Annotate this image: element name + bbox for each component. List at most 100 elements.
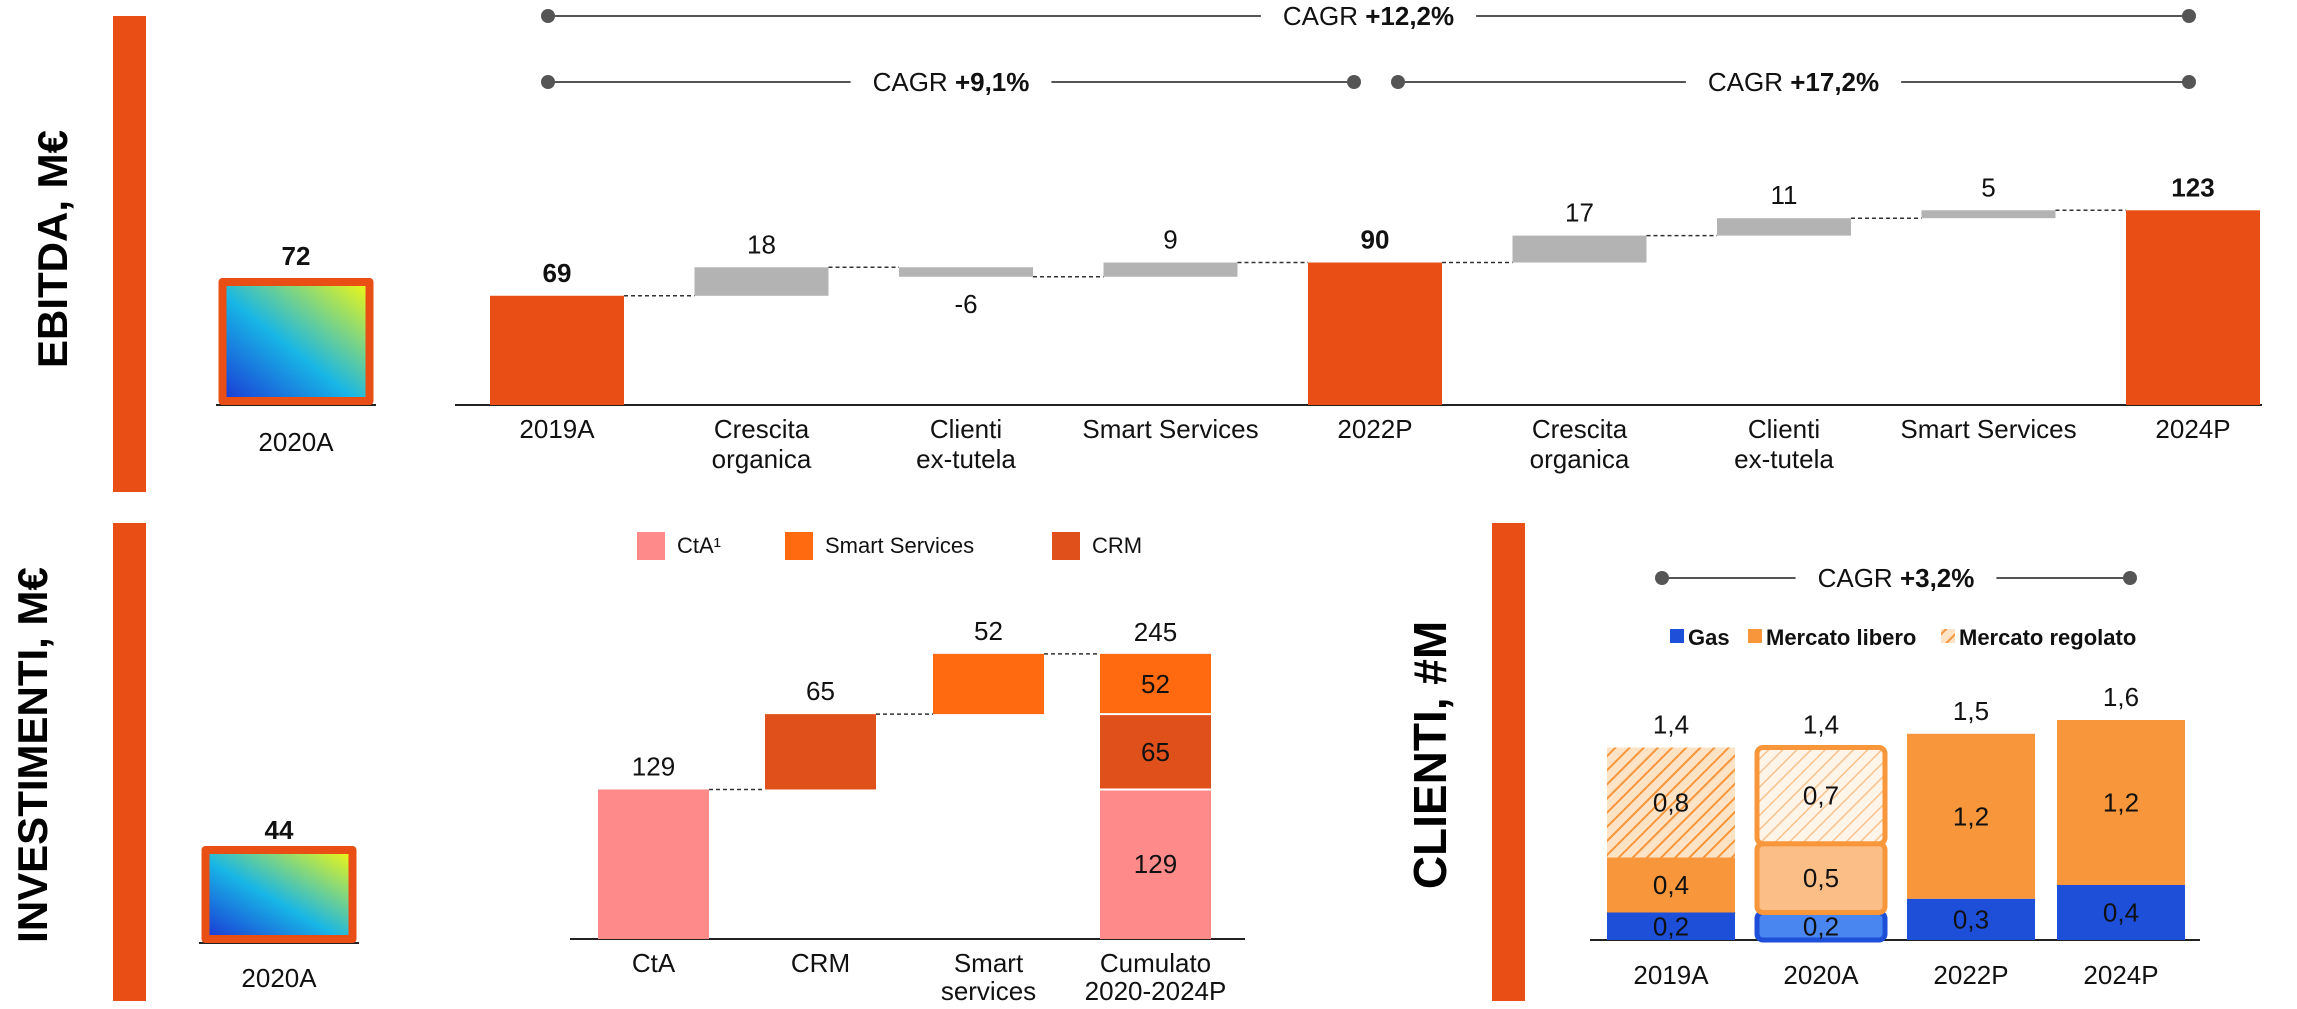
value-label: 9 (1163, 225, 1177, 255)
legend-label: CRM (1092, 533, 1142, 558)
category-label: Crescita organica (712, 414, 812, 474)
delta-bar-3 (1103, 262, 1238, 277)
legend-swatch-1 (785, 532, 813, 560)
legend-label: Smart Services (825, 533, 974, 558)
investimenti-accent-bar (113, 523, 146, 1001)
category-label: 2019A (1633, 960, 1709, 990)
total-label: 1,4 (1803, 710, 1839, 740)
investimenti-waterfall-chart: 129 65 52 129 65 52 245 CtA CRM Smart services Cumu… (570, 532, 1245, 1006)
segment-label: 1,2 (1953, 801, 1989, 831)
category-label: Clienti ex-tutela (1734, 414, 1834, 474)
segment-label: 0,4 (1653, 870, 1689, 900)
delta-bar-7 (1921, 210, 2056, 219)
segment-label: 0,2 (1653, 911, 1689, 941)
legend-swatch-1 (1748, 629, 1762, 643)
ebitda-title: EBITDA, M€ (29, 130, 76, 368)
segment-gas (2057, 885, 2185, 940)
total-label: 1,4 (1653, 710, 1689, 740)
category-label: 2024P (2155, 414, 2230, 444)
segment-label: 0,4 (2103, 898, 2139, 928)
legend-swatch-0 (637, 532, 665, 560)
segment-gas (1607, 912, 1735, 940)
legend-label: CtA¹ (677, 533, 721, 558)
segment-label: 0,5 (1803, 863, 1839, 893)
cagr-2022-2024-label: CAGR +17,2% (1708, 67, 1879, 97)
segment-label: 65 (1141, 737, 1170, 767)
category-label: 2022P (1337, 414, 1412, 444)
category-label: Smart services (941, 948, 1036, 1006)
value-label: 245 (1134, 617, 1177, 647)
value-label: -6 (954, 289, 977, 319)
value-label: 11 (1771, 180, 1798, 210)
delta-bar-5 (1512, 235, 1647, 263)
investimenti-title: INVESTIMENTI, M€ (9, 567, 56, 943)
segment-mercato-libero (1907, 733, 2035, 899)
gradient-square-icon (209, 854, 349, 935)
investimenti-2020-chart: 44 2020A (199, 815, 359, 993)
segment-mercato-libero (1607, 857, 1735, 913)
total-bar-8 (2126, 210, 2260, 405)
segment-label: 52 (1141, 669, 1170, 699)
delta-bar-6 (1717, 218, 1851, 236)
segment-mercato-regolato (1607, 747, 1735, 858)
segment-gas (1907, 898, 2035, 940)
segment-label: 0,7 (1803, 781, 1839, 811)
category-label: CRM (791, 948, 850, 978)
step-bar-2 (933, 653, 1044, 715)
value-label: 18 (747, 229, 776, 259)
clienti-stacked-chart: 0,2 0,4 0,8 1,4 2019A 0,2 0,5 0,7 1,4 2020A 0,3 1,2… (1590, 563, 2200, 990)
category-label: 2020A (1783, 960, 1859, 990)
legend-label: Mercato regolato (1959, 625, 2136, 650)
segment-mercato-libero (2057, 720, 2185, 885)
total-bar-0 (490, 295, 624, 405)
segment-label: 0,2 (1803, 911, 1839, 941)
category-label: CtA (632, 948, 676, 978)
ebitda-accent-bar (113, 16, 146, 492)
category-label: 2020A (258, 427, 334, 457)
category-label: 2020A (241, 963, 317, 993)
ebitda-2020-chart: 72 2020A (216, 241, 376, 457)
value-label: 123 (2171, 172, 2214, 202)
category-label: Smart Services (1082, 414, 1258, 444)
total-bar-4 (1308, 262, 1442, 405)
segment-label: 129 (1134, 849, 1177, 879)
segment-label: 0,8 (1653, 788, 1689, 818)
total-label: 1,6 (2103, 682, 2139, 712)
category-label: 2019A (519, 414, 595, 444)
segment-label: 0,3 (1953, 904, 1989, 934)
cumulative-segment-0 (1100, 789, 1211, 939)
category-label: Clienti ex-tutela (916, 414, 1016, 474)
step-bar-0 (598, 789, 709, 939)
value-label: 90 (1361, 225, 1390, 255)
cumulative-segment-1 (1100, 714, 1211, 790)
clienti-title: CLIENTI, #M (1404, 621, 1456, 889)
segment-mercato-regolato (1754, 745, 1888, 847)
clienti-accent-bar (1492, 523, 1525, 1001)
ebitda-waterfall-chart: 69 2019A 18 Crescita organica -6 Clienti ex-tut… (455, 1, 2262, 474)
gradient-square-icon (226, 286, 366, 397)
value-label: 72 (282, 241, 311, 271)
value-label: 69 (543, 258, 572, 288)
value-label: 129 (632, 751, 675, 781)
value-label: 52 (974, 616, 1003, 646)
category-label: 2022P (1933, 960, 2008, 990)
category-label: Cumulato 2020-2024P (1085, 948, 1227, 1006)
legend-swatch-0 (1670, 629, 1684, 643)
cagr-2019-2022-label: CAGR +9,1% (873, 67, 1030, 97)
legend-swatch-2 (1941, 629, 1955, 643)
delta-bar-2 (899, 267, 1033, 277)
delta-bar-1 (694, 267, 829, 296)
segment-label: 1,2 (2103, 788, 2139, 818)
step-bar-1 (765, 714, 876, 790)
category-label: 2024P (2083, 960, 2158, 990)
value-label: 17 (1565, 198, 1594, 228)
legend-label: Mercato libero (1766, 625, 1916, 650)
value-label: 44 (265, 815, 294, 845)
legend-swatch-2 (1052, 532, 1080, 560)
cumulative-segment-2 (1100, 653, 1211, 715)
total-label: 1,5 (1953, 696, 1989, 726)
value-label: 65 (806, 676, 835, 706)
category-label: Smart Services (1900, 414, 2076, 444)
value-label: 5 (1981, 172, 1995, 202)
category-label: Crescita organica (1530, 414, 1630, 474)
